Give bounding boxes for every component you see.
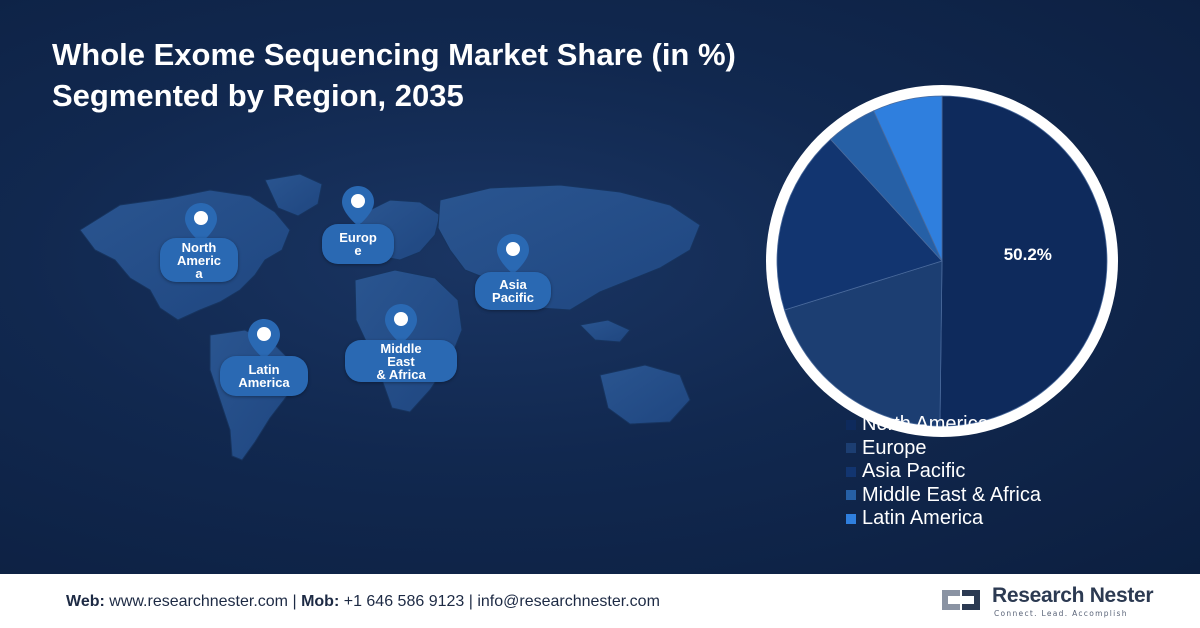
legend-label: North America [862,413,989,436]
region-label-asia-pacific: Asia Pacific [475,272,551,310]
chart-title-line1: Whole Exome Sequencing Market Share (in … [52,37,736,72]
separator: | [292,593,297,610]
location-pin-icon [342,186,374,226]
continent-se-asia [578,319,631,343]
location-pin-icon [185,203,217,243]
brand-tagline: Connect. Lead. Accomplish [994,609,1128,618]
legend-swatch [846,443,856,454]
legend-label: Europe [862,436,927,459]
pie-slice-north-america [939,95,1108,427]
chart-title: Whole Exome Sequencing Market Share (in … [52,34,812,116]
legend-item: North America [846,413,1041,437]
legend-swatch [846,419,856,430]
location-pin-icon [385,304,417,344]
web-url[interactable]: www.researchnester.com [109,593,288,610]
legend-item: Europe [846,437,1041,461]
chart-title-line2: Segmented by Region, 2035 [52,78,464,113]
web-label: Web: [66,593,105,610]
region-label-north-america: North Americ a [160,238,238,282]
brand-name: Research Nester [992,584,1154,607]
infographic-canvas: Whole Exome Sequencing Market Share (in … [0,0,1200,574]
pie-chart: 50.2% [766,85,1118,437]
footer-bar: Web: www.researchnester.com | Mob: +1 64… [0,574,1200,628]
continent-greenland [264,173,323,217]
location-pin-icon [497,234,529,274]
pie-slice-europe [783,260,943,427]
legend-swatch [846,466,856,477]
region-label-europe: Europ e [322,224,394,264]
email-address[interactable]: info@researchnester.com [477,593,660,610]
chart-legend: North America Europe Asia Pacific Middle Ea… [846,413,1041,531]
brand-logo: Research Nester Connect. Lead. Accomplis… [936,582,1156,622]
separator: | [468,593,473,610]
legend-label: Middle East & Africa [862,483,1041,506]
legend-label: Latin America [862,507,984,530]
legend-item: Asia Pacific [846,460,1041,484]
pie-slice-latin-america [873,95,943,262]
footer-contact: Web: www.researchnester.com | Mob: +1 64… [66,593,660,611]
pie-chart-svg: 50.2% [766,85,1118,437]
continent-australia [599,364,691,425]
region-label-latin-america: Latin America [220,356,308,396]
location-pin-icon [248,319,280,359]
research-nester-logo-icon [942,590,980,610]
pie-data-label: 50.2% [1004,245,1052,264]
legend-label: Asia Pacific [862,460,966,483]
legend-item: Middle East & Africa [846,484,1041,508]
region-label-middle-east-africa: Middle East & Africa [345,340,457,382]
legend-swatch [846,490,856,501]
phone-number[interactable]: +1 646 586 9123 [343,593,465,610]
legend-swatch [846,513,856,524]
legend-item: Latin America [846,507,1041,531]
mob-label: Mob: [301,593,340,610]
pie-slice-asia-pacific [776,138,943,311]
